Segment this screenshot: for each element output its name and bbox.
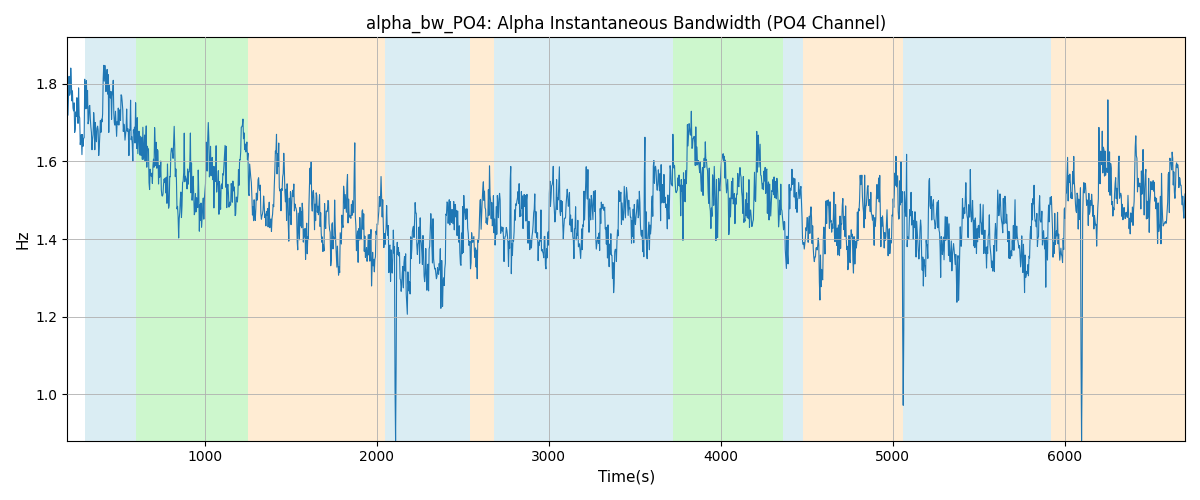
Bar bbox=[673, 38, 782, 440]
Bar bbox=[782, 38, 803, 440]
Bar bbox=[385, 38, 469, 440]
Bar bbox=[803, 38, 904, 440]
Bar bbox=[1051, 38, 1186, 440]
X-axis label: Time(s): Time(s) bbox=[598, 470, 655, 485]
Bar bbox=[494, 38, 673, 440]
Bar bbox=[469, 38, 494, 440]
Bar bbox=[84, 38, 136, 440]
Bar bbox=[248, 38, 385, 440]
Bar bbox=[904, 38, 1051, 440]
Bar bbox=[136, 38, 248, 440]
Y-axis label: Hz: Hz bbox=[16, 230, 30, 249]
Title: alpha_bw_PO4: Alpha Instantaneous Bandwidth (PO4 Channel): alpha_bw_PO4: Alpha Instantaneous Bandwi… bbox=[366, 15, 887, 34]
